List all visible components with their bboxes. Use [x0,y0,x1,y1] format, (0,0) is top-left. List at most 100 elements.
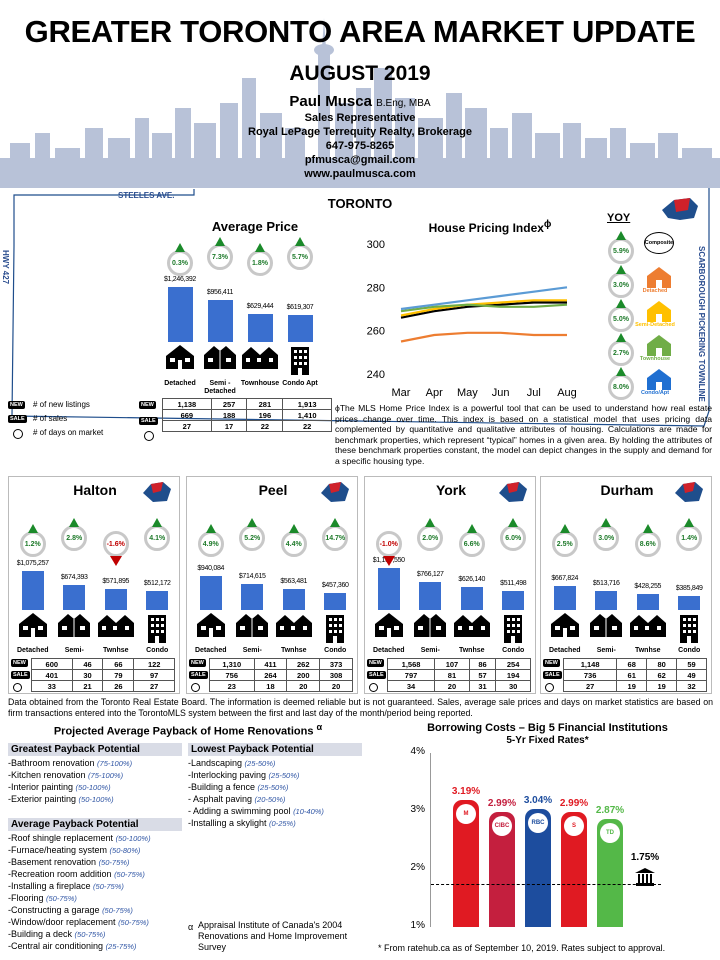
up-arrow-icon [616,367,626,376]
price-bar [199,575,222,610]
price-value: $428,255 [634,583,662,591]
stats-cell: 32 [676,680,707,692]
stats-cell: 30 [71,669,104,681]
stats-cell: 22 [282,420,332,432]
up-arrow-icon [69,518,80,527]
hpi-ytick: 300 [367,239,385,251]
change-gauge: 6.6% [458,531,485,557]
price-bar [21,570,44,610]
up-arrow-icon [205,524,216,533]
average-payback-item: -Basement renovation (50-75%) [8,856,129,869]
townhouse-icon [97,613,134,642]
sale-badge-icon: SALE [139,417,158,425]
reno-item-range: (50-100%) [75,783,111,792]
stats-cell: 31 [468,680,497,692]
stats-cell: 254 [495,658,531,670]
up-arrow-icon [508,518,519,527]
detached-house-icon [162,345,198,374]
agent-name: Paul Musca [289,93,372,110]
stats-row: 401 30 79 97 [31,669,175,681]
change-gauge: 1.4% [676,525,703,551]
stats-cell: 1,568 [386,658,436,670]
average-payback-item: -Central air conditioning (25-75%) [8,940,136,953]
reno-item-range: (50-75%) [102,906,133,915]
stats-cell: 59 [676,658,707,670]
reno-item-text: -Landscaping [188,758,245,768]
hpi-xtick: May [457,387,478,399]
stats-cell: 756 [209,669,255,681]
change-gauge: -1.6% [102,531,129,557]
yoy-gauge: 8.0% [608,374,634,400]
cibc-logo-icon: CIBC [492,815,512,836]
toronto-stats-table: 1,138 257 281 1,913 669 188 196 1,410 27 17 22 22 [162,398,332,432]
stats-cell: 1,310 [209,658,255,670]
price-bar [104,589,127,610]
renovation-title: Projected Average Payback of Home Renova… [8,722,368,738]
townhouse-icon [453,613,490,642]
reno-item-range: (50-75%) [74,930,106,939]
hpi-xtick: Jun [492,387,510,399]
price-bar [287,314,313,342]
scotiabank-logo-icon: S [564,815,584,836]
semi-detached-house-icon [644,300,674,322]
reno-item-range: (0-25%) [269,819,296,828]
region-title: Halton [73,482,117,498]
steeles-label: STEELES AVE. [118,191,175,200]
price-bar [324,593,347,610]
data-source-note: Data obtained from the Toronto Real Esta… [8,697,713,718]
reno-item-text: -Basement renovation [8,857,99,867]
toronto-skyline-graphic [0,18,720,188]
yoy-gauge: 2.7% [608,340,634,366]
change-gauge: 5.7% [287,244,313,270]
price-value: $457,360 [321,582,349,590]
agent-email[interactable]: pfmusca@gmail.com [304,154,416,166]
toronto-region-map-icon [662,198,698,220]
category-label: Condo [324,647,347,654]
stats-cell: 86 [468,658,497,670]
stats-cell: 264 [253,669,288,681]
condo-building-icon [282,345,318,380]
stats-cell: 20 [286,680,321,692]
up-arrow-icon [466,524,477,533]
stats-cell: 257 [210,398,248,410]
lowest-payback-item: - Adding a swimming pool (10-40%) [188,805,324,818]
hpi-xtick: Mar [392,387,411,399]
hpi-xtick: Jul [527,387,541,399]
stats-cell: 194 [495,669,531,681]
reno-item-text: - Asphalt paving [188,794,255,804]
stats-cell: 80 [646,658,678,670]
detached-house-icon [547,613,583,642]
reno-item-text: -Window/door replacement [8,917,119,927]
up-arrow-icon [642,524,653,533]
semi-detached-house-icon [412,613,448,642]
change-gauge: 1.2% [19,531,46,557]
stats-cell: 23 [209,680,255,692]
reno-item-range: (50-75%) [93,882,124,891]
category-label: Twnhse [458,647,485,654]
stats-cell: 19 [616,680,648,692]
yoy-type-label: Detached [642,288,668,294]
region-panel-york: York $1,137,550 -1.0% Detached $766,127 2.0% S… [364,476,536,694]
reno-item-range: (25-50%) [257,783,289,792]
category-label: Townhouse [240,380,280,387]
stats-cell: 68 [616,658,648,670]
price-value: $512,172 [143,580,171,588]
change-gauge: 2.5% [551,531,578,557]
reno-item-range: (50-100%) [78,795,114,804]
agent-website[interactable]: www.paulmusca.com [304,168,416,180]
stats-cell: 57 [468,669,497,681]
clock-icon [13,429,23,439]
reno-item-text: -Recreation room addition [8,869,115,879]
stats-cell: 34 [386,680,436,692]
rate-ytick: 2% [410,862,425,873]
price-bar [678,595,701,610]
page-title: GREATER TORONTO AREA MARKET UPDATE [24,14,696,49]
page-subtitle: AUGUST 2019 [289,62,431,85]
region-price-chart: $940,084 4.9% Detached $714,615 5.2% Semi- $56… [190,497,356,657]
region-stats-table: 600 46 66 122 401 30 79 97 33 21 26 27 [31,658,175,692]
category-label: Condo [502,647,525,654]
region-price-chart: $1,137,550 -1.0% Detached $766,127 2.0% Semi-… [368,497,534,657]
reno-item-text: -Constructing a garage [8,905,103,915]
reno-item-range: (25-75%) [105,942,137,951]
agent-role: Sales Representative [304,112,416,124]
